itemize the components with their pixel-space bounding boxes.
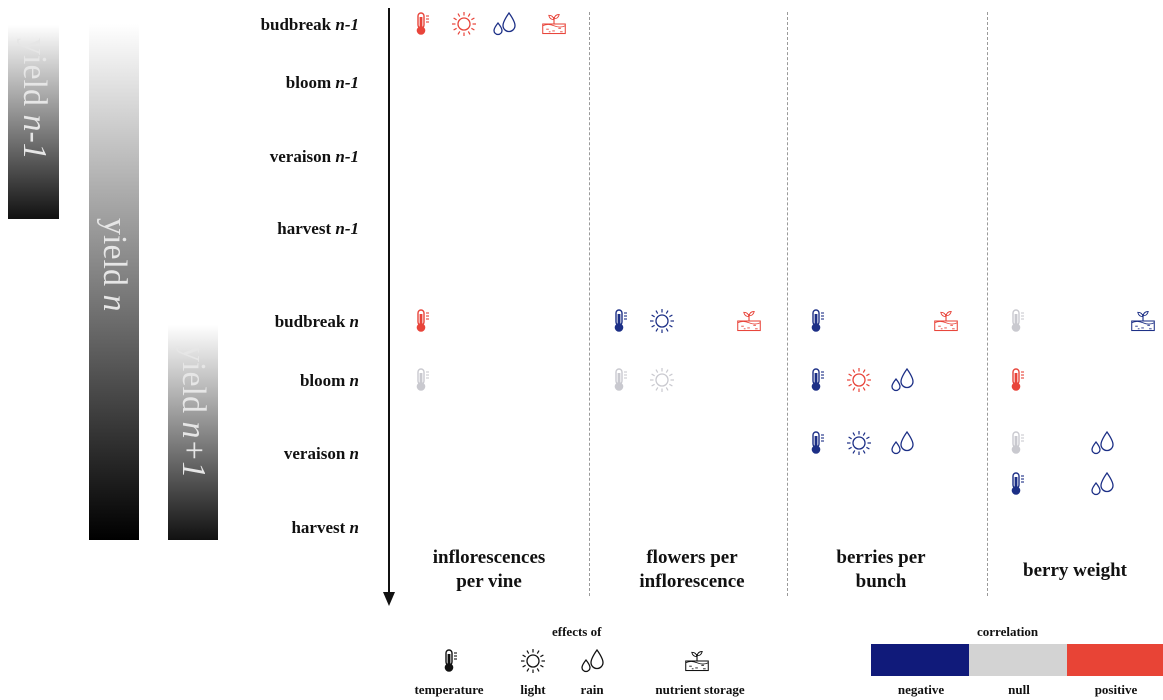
legend-label-positive: positive <box>1094 682 1138 697</box>
legend-label-nutrient-storage: nutrient storage <box>655 682 745 697</box>
stage-budbreak-n: budbreak n <box>274 312 359 331</box>
nutrient-storage-icon <box>541 11 567 37</box>
nutrient-storage-icon <box>1130 308 1156 334</box>
column-title-line: inflorescence <box>639 571 745 592</box>
yield-label-n-1: yield n-1 <box>15 38 53 160</box>
correlation-legend-title: correlation <box>977 624 1039 639</box>
stage-harvest-n-1: harvest n-1 <box>277 219 359 238</box>
legend-label-negative: negative <box>897 682 945 697</box>
column-title-berries-per-bunch: berries per bunch <box>791 546 971 594</box>
light-icon <box>451 11 477 37</box>
column-separator <box>787 12 788 596</box>
swatch-positive <box>1067 644 1163 676</box>
stage-budbreak-n-1: budbreak n-1 <box>260 15 359 34</box>
rain-icon <box>890 367 916 393</box>
legend-label-null: null <box>1008 682 1030 697</box>
column-title-line: berries per <box>836 547 926 568</box>
column-title-berry-weight: berry weight <box>985 559 1163 583</box>
effects-legend-title: effects of <box>552 624 602 639</box>
temperature-icon <box>805 367 831 393</box>
stage-veraison-n-1: veraison n-1 <box>269 147 359 166</box>
temperature-icon <box>805 308 831 334</box>
temperature-icon <box>1005 430 1031 456</box>
light-icon <box>846 430 872 456</box>
light-icon <box>649 367 675 393</box>
temperature-icon <box>608 308 634 334</box>
stage-veraison-n: veraison n <box>283 444 359 463</box>
light-icon <box>520 648 546 674</box>
time-axis <box>388 8 390 598</box>
rain-icon <box>492 11 518 37</box>
legend-label-rain: rain <box>580 682 604 697</box>
temperature-icon <box>1005 471 1031 497</box>
column-title-flowers-per-inflorescence: flowers per inflorescence <box>602 546 782 594</box>
rain-icon <box>890 430 916 456</box>
yield-bar-n: yield n <box>89 8 139 540</box>
rain-icon <box>1090 471 1116 497</box>
temperature-icon <box>1005 367 1031 393</box>
nutrient-storage-icon <box>933 308 959 334</box>
yield-label-n+1: yield n+1 <box>175 345 212 479</box>
temperature-icon <box>410 11 436 37</box>
legend-label-light: light <box>520 682 546 697</box>
time-axis-arrowhead <box>383 592 395 606</box>
light-icon <box>846 367 872 393</box>
yield-bar-n-1: yield n-1 <box>8 8 59 219</box>
column-title-line: berry weight <box>1023 560 1127 581</box>
legend-label-temperature: temperature <box>414 682 484 697</box>
stage-harvest-n: harvest n <box>291 518 359 537</box>
column-title-line: inflorescences <box>432 547 546 568</box>
yield-label-n: yield n <box>96 218 133 312</box>
column-separator <box>589 12 590 596</box>
temperature-icon <box>1005 308 1031 334</box>
nutrient-storage-icon <box>736 308 762 334</box>
swatch-null <box>969 644 1067 676</box>
stage-bloom-n: bloom n <box>299 371 359 390</box>
yield-bar-n+1: yield n+1 <box>168 311 218 540</box>
temperature-icon <box>410 367 436 393</box>
column-title-line: flowers per <box>646 547 738 568</box>
temperature-icon <box>608 367 634 393</box>
temperature-icon <box>805 430 831 456</box>
column-title-line: per vine <box>456 571 522 592</box>
stage-bloom-n-1: bloom n-1 <box>285 73 359 92</box>
nutrient-storage-icon <box>684 648 710 674</box>
swatch-negative <box>871 644 969 676</box>
column-separator <box>987 12 988 596</box>
column-title-line: bunch <box>855 571 907 592</box>
column-title-inflorescences-per-vine: inflorescences per vine <box>399 546 579 594</box>
temperature-icon <box>410 308 436 334</box>
temperature-icon <box>438 648 464 674</box>
light-icon <box>649 308 675 334</box>
rain-icon <box>1090 430 1116 456</box>
rain-icon <box>580 648 606 674</box>
